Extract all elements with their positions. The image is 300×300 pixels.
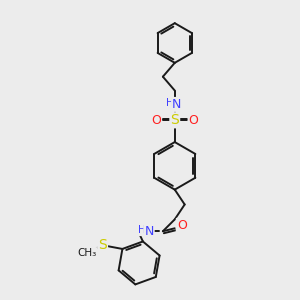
Text: N: N	[144, 225, 154, 238]
Text: CH₃: CH₃	[77, 248, 96, 258]
Text: O: O	[177, 219, 187, 232]
Text: O: O	[151, 114, 161, 127]
Text: O: O	[189, 114, 199, 127]
Text: S: S	[98, 238, 107, 252]
Text: N: N	[172, 98, 182, 111]
Text: H: H	[166, 98, 174, 108]
Text: H: H	[138, 225, 146, 235]
Text: S: S	[170, 113, 179, 127]
